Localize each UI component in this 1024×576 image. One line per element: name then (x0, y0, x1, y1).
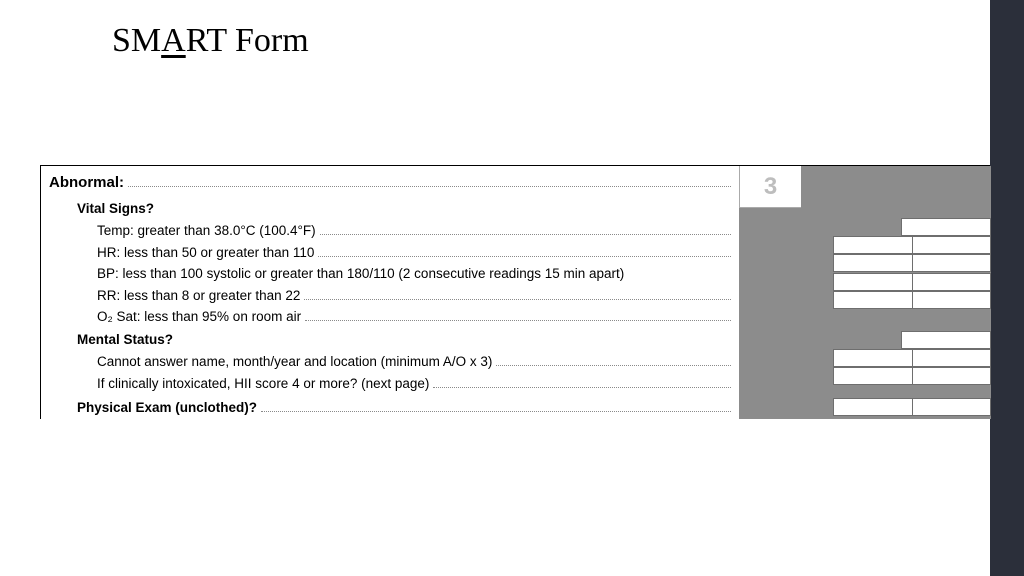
vs-rr-row: RR: less than 8 or greater than 22 (97, 287, 731, 303)
content-column: Abnormal: Vital Signs? Temp: greater tha… (41, 166, 739, 419)
section-number-box: 3 (739, 166, 801, 208)
dotted-leader (318, 244, 731, 257)
checkbox-cell[interactable] (913, 254, 992, 272)
dark-sidebar (990, 0, 1024, 576)
ms-hii-row: If clinically intoxicated, HII score 4 o… (97, 375, 731, 391)
dotted-leader (261, 399, 731, 412)
grid-row (833, 236, 991, 254)
dotted-leader (496, 353, 731, 366)
vs-bp-row: BP: less than 100 systolic or greater th… (97, 266, 731, 281)
dotted-leader (304, 287, 731, 300)
checkbox-cell[interactable] (833, 254, 913, 272)
vs-bp-text: BP: less than 100 systolic or greater th… (97, 266, 624, 281)
checkbox-grid-area (801, 166, 991, 419)
checkbox-cell[interactable] (913, 236, 992, 254)
vital-signs-heading: Vital Signs? (77, 201, 731, 216)
abnormal-header-row: Abnormal: (49, 172, 731, 191)
checkbox-cell[interactable] (913, 273, 992, 291)
grid-row (833, 254, 991, 272)
checkbox-cell[interactable] (913, 349, 992, 367)
checkbox-cell[interactable] (833, 349, 913, 367)
title-post: RT Form (186, 22, 309, 59)
grid-row (901, 218, 991, 236)
title-pre: SM (112, 22, 161, 59)
grid-row (833, 367, 991, 385)
title-underlined: A (161, 22, 186, 59)
section-number: 3 (764, 173, 777, 201)
form-region: Abnormal: Vital Signs? Temp: greater tha… (40, 165, 990, 419)
physical-exam-heading: Physical Exam (unclothed)? (77, 400, 257, 415)
dotted-leader (433, 375, 731, 388)
grid-row (833, 349, 991, 367)
checkbox-cell[interactable] (833, 367, 913, 385)
vs-temp-text: Temp: greater than 38.0°C (100.4°F) (97, 223, 316, 238)
ms-hii-text: If clinically intoxicated, HII score 4 o… (97, 376, 429, 391)
ms-ao-text: Cannot answer name, month/year and locat… (97, 354, 492, 369)
checkbox-cell[interactable] (913, 398, 992, 416)
dotted-leader (128, 172, 731, 187)
grid-row (833, 273, 991, 291)
vs-rr-text: RR: less than 8 or greater than 22 (97, 288, 300, 303)
page-title: SMART Form (112, 22, 309, 60)
checkbox-cell[interactable] (833, 398, 913, 416)
vs-temp-row: Temp: greater than 38.0°C (100.4°F) (97, 222, 731, 238)
dotted-leader (305, 309, 731, 322)
checkbox-cell[interactable] (913, 291, 992, 309)
grid-row (901, 331, 991, 349)
physical-exam-heading-row: Physical Exam (unclothed)? (77, 399, 731, 415)
checkbox-cell[interactable] (833, 236, 913, 254)
vs-hr-text: HR: less than 50 or greater than 110 (97, 245, 314, 260)
abnormal-heading: Abnormal: (49, 174, 124, 191)
gray-gutter: 3 (739, 166, 801, 419)
ms-ao-row: Cannot answer name, month/year and locat… (97, 353, 731, 369)
dotted-leader (320, 222, 731, 235)
checkbox-cell[interactable] (913, 367, 992, 385)
vs-hr-row: HR: less than 50 or greater than 110 (97, 244, 731, 260)
checkbox-cell[interactable] (901, 331, 991, 349)
checkbox-cell[interactable] (833, 273, 913, 291)
grid-row (833, 291, 991, 309)
vs-o2-row: O₂ Sat: less than 95% on room air (97, 309, 731, 325)
vs-o2-text: O₂ Sat: less than 95% on room air (97, 309, 301, 324)
grid-row (833, 398, 991, 416)
slide-stage: SMART Form Abnormal: Vital Signs? Temp: … (0, 0, 1024, 576)
mental-status-heading: Mental Status? (77, 332, 731, 347)
checkbox-cell[interactable] (833, 291, 913, 309)
checkbox-cell[interactable] (901, 218, 991, 236)
